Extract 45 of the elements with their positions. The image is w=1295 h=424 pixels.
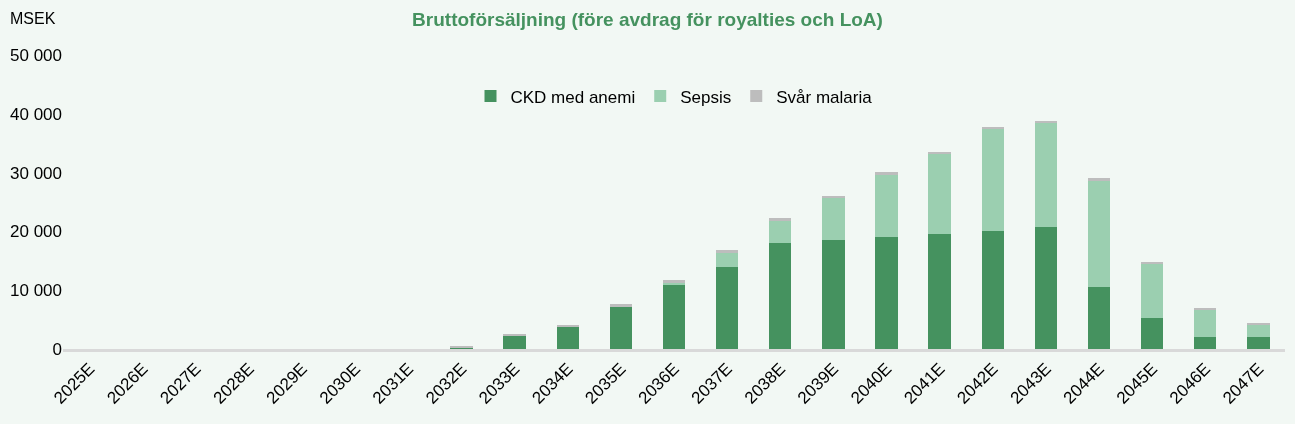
bar	[875, 174, 898, 238]
bar	[1034, 122, 1058, 227]
bar	[769, 243, 792, 349]
bar	[1087, 287, 1111, 349]
bar	[928, 233, 951, 349]
bar	[1087, 180, 1111, 288]
bar	[1194, 309, 1217, 338]
bar	[875, 172, 898, 175]
bar	[822, 240, 845, 349]
bar	[1087, 178, 1111, 181]
bar	[556, 326, 579, 349]
y-tick-label: 0	[52, 339, 62, 359]
y-tick-label: 10 000	[10, 281, 62, 301]
bar	[769, 217, 792, 221]
bar	[715, 250, 739, 254]
bar	[715, 253, 739, 267]
y-tick-label: 20 000	[10, 222, 62, 242]
y-tick-label: 50 000	[10, 45, 62, 65]
legend-label: Sepsis	[680, 87, 732, 107]
bar	[769, 220, 792, 244]
chart-title: Bruttoförsäljning (före avdrag för royalties och LoA)	[412, 9, 883, 31]
bar	[1141, 263, 1164, 318]
bar	[503, 336, 526, 349]
bar	[715, 266, 739, 349]
legend-label: Svår malaria	[776, 87, 873, 107]
bar	[928, 153, 951, 234]
legend-label: CKD med anemi	[510, 87, 636, 107]
bar	[1247, 337, 1270, 349]
bar	[981, 230, 1004, 349]
bar	[662, 284, 686, 349]
y-axis-title: MSEK	[10, 10, 56, 27]
y-tick-label: 40 000	[10, 104, 62, 124]
bar	[609, 304, 633, 307]
bar	[1194, 337, 1217, 349]
bar	[556, 324, 579, 327]
bar	[981, 128, 1004, 231]
bar	[1034, 226, 1058, 349]
bar	[1141, 261, 1164, 264]
bar	[875, 237, 898, 349]
bar	[1141, 317, 1164, 349]
bar	[822, 198, 845, 241]
bar	[1194, 307, 1217, 310]
bar	[609, 306, 633, 349]
y-tick-label: 30 000	[10, 163, 62, 183]
bar	[1247, 324, 1270, 338]
